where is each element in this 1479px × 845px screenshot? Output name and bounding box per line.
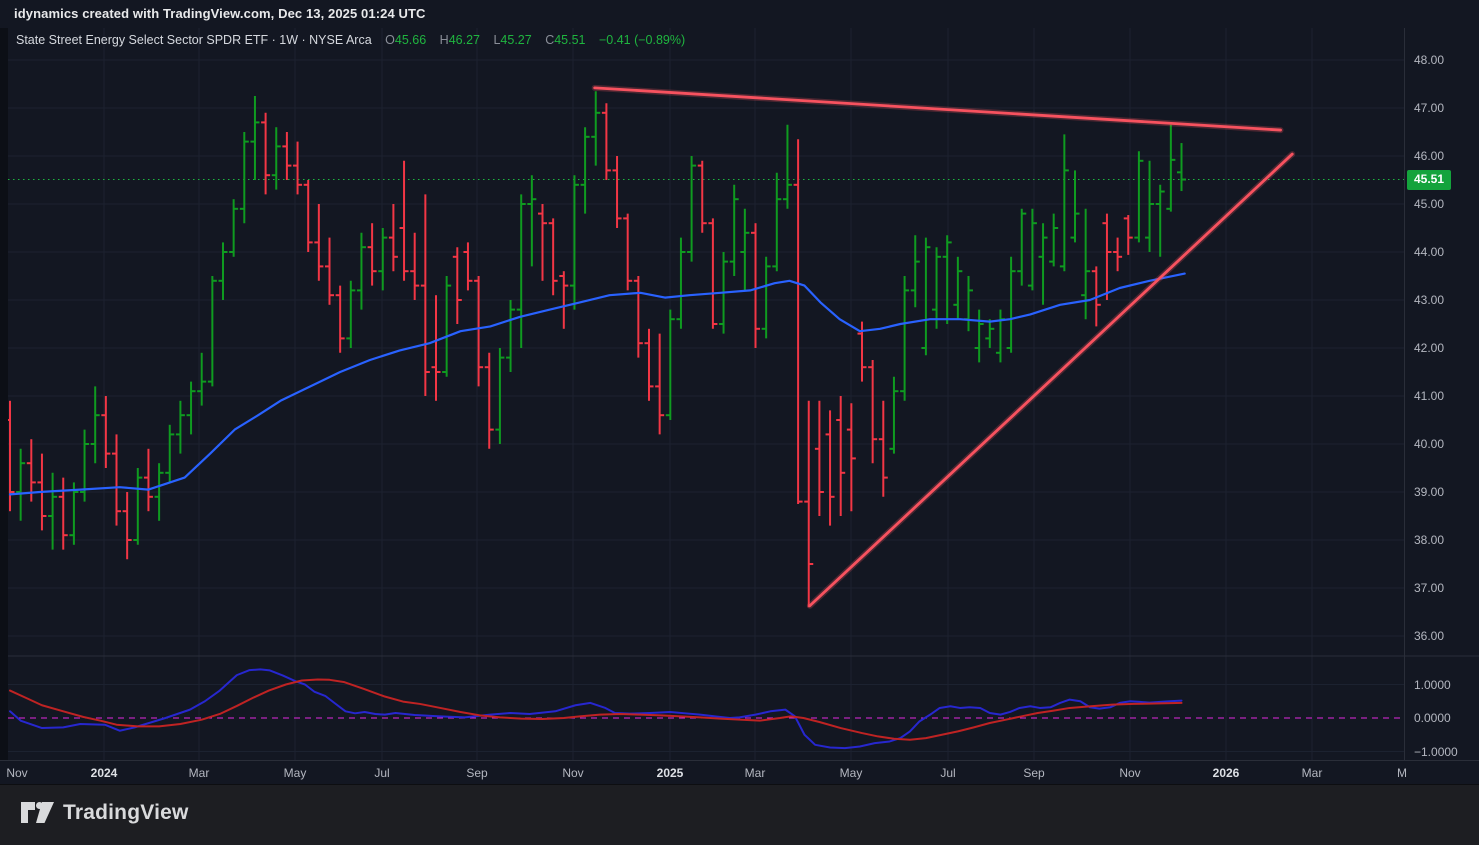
time-tick-year-label: 2024 bbox=[90, 766, 118, 780]
time-tick-label: Mar bbox=[744, 766, 766, 780]
time-tick-year-label: 2026 bbox=[1212, 766, 1240, 780]
price-tick-label: 41.00 bbox=[1414, 389, 1445, 403]
symbol-title[interactable]: State Street Energy Select Sector SPDR E… bbox=[16, 33, 372, 47]
time-tick-label: May bbox=[839, 766, 863, 780]
time-tick-label: Jul bbox=[374, 766, 390, 780]
attribution-text: idynamics created with TradingView.com, … bbox=[14, 6, 426, 21]
close-label: C bbox=[545, 33, 555, 47]
time-tick-label: Mar bbox=[1301, 766, 1323, 780]
price-tick-label: 36.00 bbox=[1414, 629, 1445, 643]
change-value: −0.41 (−0.89%) bbox=[598, 33, 686, 47]
time-tick-label: Sep bbox=[466, 766, 488, 780]
ascending-support bbox=[808, 152, 1294, 608]
close-value: 45.51 bbox=[554, 33, 586, 47]
descending-resistance bbox=[593, 86, 1282, 132]
price-tick-label: 43.00 bbox=[1414, 293, 1445, 307]
price-tick-label: 46.00 bbox=[1414, 149, 1445, 163]
price-tick-label: 45.00 bbox=[1414, 197, 1445, 211]
high-label: H bbox=[439, 33, 449, 47]
price-tick-label: 38.00 bbox=[1414, 533, 1445, 547]
indicator-tick-label: 1.0000 bbox=[1414, 677, 1451, 692]
time-tick-label: Jul bbox=[940, 766, 956, 780]
price-tick-label: 48.00 bbox=[1414, 53, 1445, 67]
price-tick-label: 39.00 bbox=[1414, 485, 1445, 499]
left-margin-strip bbox=[0, 28, 8, 760]
last-price-badge: 45.51 bbox=[1407, 169, 1452, 190]
time-tick-label: Nov bbox=[562, 766, 584, 780]
time-tick-label: Mar bbox=[188, 766, 210, 780]
low-value: 45.27 bbox=[500, 33, 532, 47]
time-scale[interactable]: Nov 2024 Mar May Jul Sep Nov 2025 Mar May Jul Sep No… bbox=[0, 760, 1479, 785]
time-tick-label: May bbox=[283, 766, 307, 780]
price-tick-label: 44.00 bbox=[1414, 245, 1445, 259]
time-tick-label: Nov bbox=[1119, 766, 1141, 780]
low-label: L bbox=[493, 33, 501, 47]
time-tick-year-label: 2025 bbox=[656, 766, 684, 780]
chart-canvas[interactable] bbox=[0, 0, 1479, 784]
tradingview-logo-link[interactable]: TradingView bbox=[20, 800, 189, 825]
tradingview-logo-icon bbox=[21, 802, 54, 823]
open-label: O bbox=[385, 33, 395, 47]
osc-blue bbox=[9, 668, 1183, 750]
price-tick-label: 40.00 bbox=[1414, 437, 1445, 451]
ma-line bbox=[8, 272, 1186, 496]
open-value: 45.66 bbox=[394, 33, 427, 47]
time-tick-label: Sep bbox=[1023, 766, 1045, 780]
time-tick-label: Nov bbox=[6, 766, 28, 780]
price-scale[interactable]: 48.00 47.00 46.00 45.00 44.00 43.00 42.00 41.00… bbox=[1404, 28, 1479, 760]
price-tick-label: 37.00 bbox=[1414, 581, 1445, 595]
high-value: 46.27 bbox=[448, 33, 480, 47]
indicator-tick-label: −1.0000 bbox=[1414, 744, 1458, 759]
footer-toolbar: TradingView bbox=[0, 784, 1479, 845]
osc-red bbox=[9, 678, 1183, 741]
price-tick-label: 47.00 bbox=[1414, 101, 1445, 115]
time-tick-label: M bbox=[1397, 766, 1407, 780]
price-tick-label: 42.00 bbox=[1414, 341, 1445, 355]
indicator-tick-label: 0.0000 bbox=[1414, 711, 1451, 725]
symbol-legend[interactable]: State Street Energy Select Sector SPDR E… bbox=[16, 33, 685, 47]
tradingview-logo-text: TradingView bbox=[63, 800, 189, 824]
